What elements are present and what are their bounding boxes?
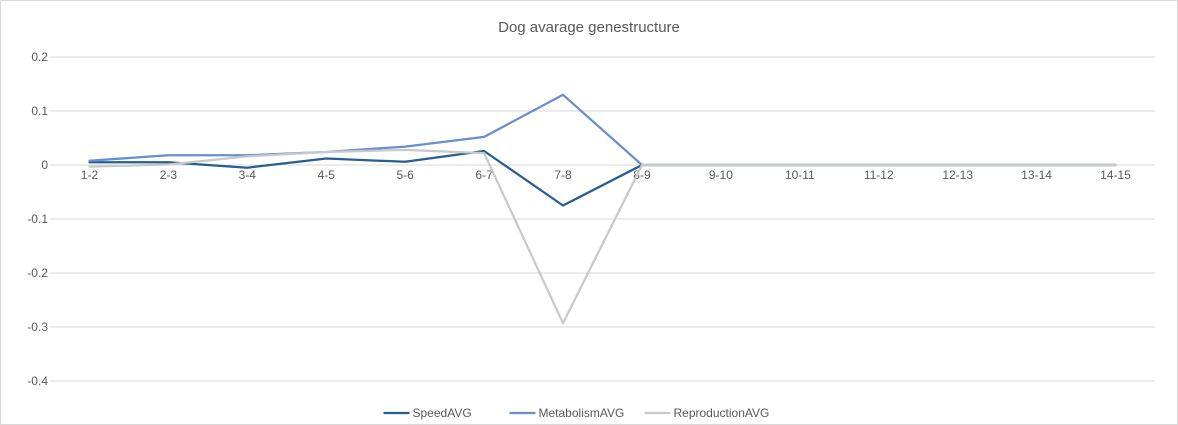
legend: SpeedAVG MetabolismAVG ReproductionAVG — [383, 406, 770, 420]
series-lines — [88, 93, 1117, 325]
y-tick-label: 0.1 — [31, 104, 48, 118]
legend-label: SpeedAVG — [413, 406, 472, 420]
x-tick-label: 1-2 — [81, 168, 99, 182]
x-tick-label: 6-7 — [475, 168, 493, 182]
x-tick-label: 5-6 — [397, 168, 415, 182]
x-axis-ticks: 1-2 2-3 3-4 4-5 5-6 6-7 7-8 8-9 9-10 10-11 11-12 12… — [81, 168, 1131, 182]
grid-lines — [50, 56, 1155, 382]
y-tick-label: -0.1 — [27, 212, 48, 226]
y-tick-label: 0 — [41, 158, 48, 172]
chart-title: Dog avarage genestructure — [498, 19, 680, 36]
y-tick-label: -0.3 — [27, 320, 48, 334]
y-tick-label: -0.4 — [27, 374, 48, 388]
x-tick-label: 10-11 — [785, 168, 815, 182]
y-tick-label: -0.2 — [27, 266, 48, 280]
series-line-reproductionavg — [88, 148, 1117, 325]
x-tick-label: 12-13 — [942, 168, 973, 182]
x-tick-label: 3-4 — [239, 168, 257, 182]
x-tick-label: 11-12 — [864, 168, 894, 182]
legend-label: MetabolismAVG — [539, 406, 625, 420]
x-tick-label: 9-10 — [709, 168, 733, 182]
legend-label: ReproductionAVG — [674, 406, 770, 420]
y-tick-label: 0.2 — [31, 50, 48, 64]
y-axis-ticks: 0.2 0.1 0 -0.1 -0.2 -0.3 -0.4 — [27, 50, 48, 388]
x-tick-label: 4-5 — [318, 168, 336, 182]
x-tick-label: 7-8 — [554, 168, 572, 182]
x-tick-label: 14-15 — [1100, 168, 1131, 182]
x-tick-label: 13-14 — [1021, 168, 1052, 182]
x-tick-label: 2-3 — [160, 168, 178, 182]
